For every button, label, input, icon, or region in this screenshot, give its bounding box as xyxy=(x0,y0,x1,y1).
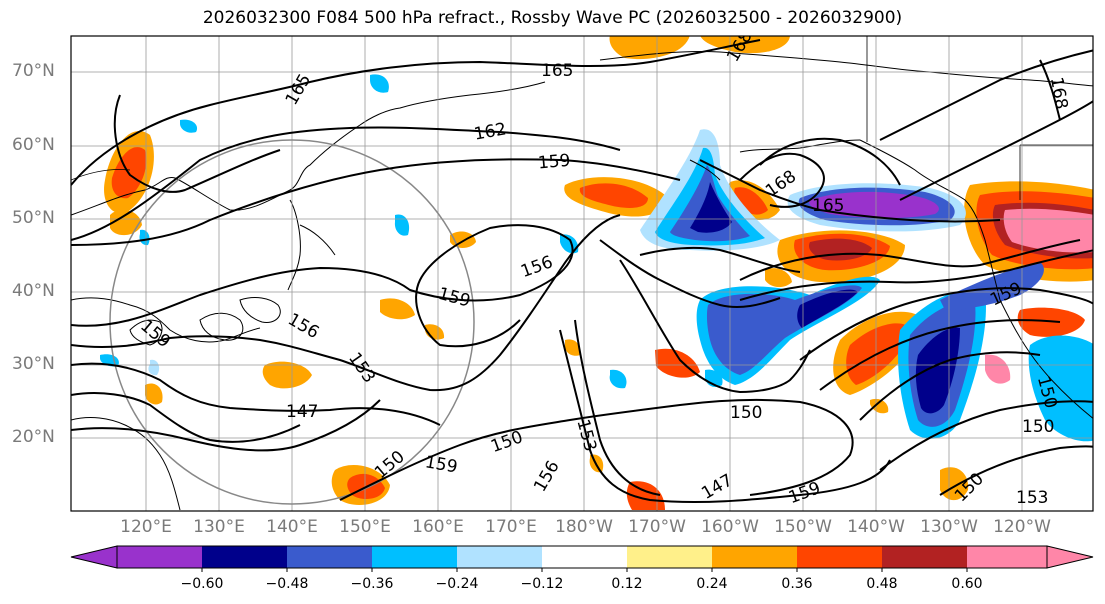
contour-label: 165 xyxy=(812,196,844,216)
colorbar-bin xyxy=(797,546,882,568)
colorbar-tick-label: −0.12 xyxy=(520,576,564,592)
lon-label: 130°W xyxy=(920,517,978,537)
lon-label: 140°W xyxy=(847,517,905,537)
colorbar-tick-label: 0.48 xyxy=(866,576,898,592)
map-title: 2026032300 F084 500 hPa refract., Rossby… xyxy=(202,8,903,28)
colorbar xyxy=(70,545,1094,572)
map-frame xyxy=(70,35,1094,512)
lon-label: 150°W xyxy=(774,517,832,537)
colorbar-bin xyxy=(967,546,1047,568)
contour-label: 150 xyxy=(730,403,762,423)
lat-label: 20°N xyxy=(12,427,55,447)
colorbar-tick-label: −0.48 xyxy=(265,576,309,592)
colorbar-bin xyxy=(712,546,797,568)
colorbar-bin xyxy=(457,546,542,568)
colorbar-bin xyxy=(882,546,967,568)
lat-label: 40°N xyxy=(12,281,55,301)
lon-label: 170°E xyxy=(485,517,537,537)
reference-circle xyxy=(109,139,475,505)
lat-label: 70°N xyxy=(12,61,55,81)
colorbar-bin xyxy=(372,546,457,568)
lon-label: 150°E xyxy=(339,517,391,537)
colorbar-bin xyxy=(287,546,372,568)
colorbar-bin xyxy=(202,546,287,568)
contour-lines xyxy=(71,39,1093,504)
colorbar-tick-label: −0.24 xyxy=(435,576,479,592)
lat-label: 30°N xyxy=(12,354,55,374)
lon-label: 180°W xyxy=(555,517,613,537)
contour-label: 147 xyxy=(286,402,318,422)
contour-label: 159 xyxy=(537,151,571,174)
contour-label: 153 xyxy=(1016,488,1048,508)
colorbar-tick-label: 0.36 xyxy=(781,576,813,592)
lat-label: 60°N xyxy=(12,135,55,155)
contour-label: 165 xyxy=(541,61,573,81)
contour-label: 150 xyxy=(1022,417,1054,437)
lon-label: 170°W xyxy=(628,517,686,537)
lon-label: 160°W xyxy=(701,517,759,537)
colorbar-bin xyxy=(542,546,627,568)
colorbar-bin xyxy=(117,546,202,568)
colorbar-extend-low xyxy=(70,545,118,569)
lat-label: 50°N xyxy=(12,208,55,228)
lon-label: 130°E xyxy=(193,517,245,537)
lon-label: 120°E xyxy=(120,517,172,537)
colorbar-tick-label: −0.60 xyxy=(180,576,224,592)
colorbar-bin xyxy=(627,546,712,568)
lon-label: 120°W xyxy=(993,517,1051,537)
lon-label: 140°E xyxy=(266,517,318,537)
colorbar-tick-label: −0.36 xyxy=(350,576,394,592)
lon-label: 160°E xyxy=(412,517,464,537)
colorbar-tick-label: 0.24 xyxy=(696,576,728,592)
colorbar-outline xyxy=(116,545,1048,569)
colorbar-tick-label: 0.12 xyxy=(611,576,643,592)
gridlines xyxy=(71,36,1093,511)
colorbar-extend-high xyxy=(1046,545,1094,569)
colorbar-tick-label: 0.60 xyxy=(951,576,983,592)
